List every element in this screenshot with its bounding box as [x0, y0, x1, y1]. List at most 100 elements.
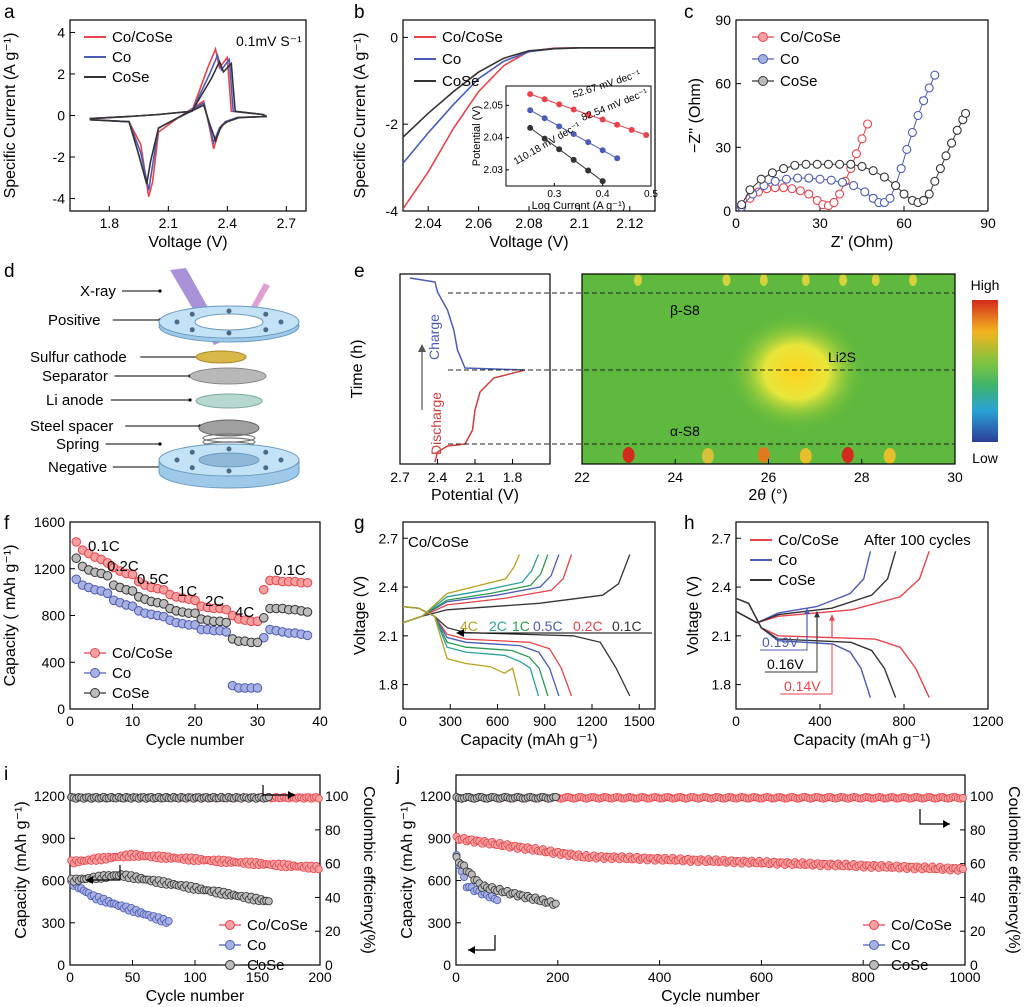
panel-e: 2.7 2.4 2.1 1.8 Potential (V) Time (h) Charge D…: [349, 273, 999, 504]
polarization-bracket: [765, 640, 818, 673]
data-point-co-cose: [127, 569, 138, 580]
y-tick-label: 0: [443, 957, 451, 973]
panel-label-d: d: [4, 261, 15, 282]
y-axis-label: Specific Current (A g⁻¹): [2, 33, 19, 199]
beta-s8-peak: [839, 274, 848, 286]
y-tick-label: 30: [715, 139, 731, 155]
legend-label: Co/CoSe: [442, 29, 503, 46]
x-tick-label: 40: [312, 713, 328, 729]
data-point: [849, 180, 859, 191]
legend-label: Co/CoSe: [778, 532, 839, 549]
panel-a: 1.8 2.1 2.4 2.7 -4 -2 0 2 4 Voltage (V) Specific C…: [2, 19, 307, 251]
leader-dot: [188, 398, 192, 402]
discharge-label: Discharge: [428, 392, 444, 455]
capacity-point-co: [493, 896, 502, 905]
y-tick-label: 1.8: [379, 677, 399, 693]
x-tick-label: 2.08: [515, 215, 542, 231]
y-tick-label: 600: [42, 873, 66, 889]
legend-marker: [758, 76, 768, 86]
data-point: [804, 173, 814, 183]
axis-pointer-arrow: [919, 809, 950, 825]
data-point: [851, 149, 861, 159]
y2-tick-label: 80: [970, 822, 986, 838]
axes-frame: [735, 19, 989, 212]
li2s-label: Li2S: [828, 349, 856, 365]
charge-label: Charge: [426, 314, 442, 360]
data-point: [837, 177, 847, 187]
panel-label-h: h: [684, 513, 695, 534]
discharge-curve-4C: [402, 605, 521, 697]
beta-s8-peak: [909, 274, 918, 286]
alpha-s8-peak: [701, 448, 714, 464]
legend-marker: [758, 32, 768, 42]
polarization-bracket: [780, 644, 833, 695]
panel-label-b: b: [354, 2, 365, 23]
inset-point: [643, 132, 650, 139]
data-point-co: [252, 683, 263, 693]
sulfur-cathode-disc: [195, 350, 247, 364]
component-label: Steel spacer: [30, 418, 113, 435]
data-point: [787, 184, 797, 194]
data-point-cose: [252, 637, 263, 648]
inset-point: [614, 155, 621, 162]
rate-label: 0.2C: [107, 558, 139, 575]
data-point: [879, 172, 889, 182]
charge-curve-2C: [402, 554, 540, 624]
data-point: [857, 134, 867, 144]
data-point-co-cose: [258, 584, 269, 595]
alpha-s8-label: α-S8: [670, 423, 700, 439]
x-tick-label: 100: [183, 969, 207, 985]
cycle-annotation: After 100 cycles: [864, 532, 971, 549]
data-point: [924, 189, 934, 199]
inset-point: [541, 135, 548, 142]
data-point: [930, 176, 940, 186]
data-point: [891, 180, 901, 191]
bolt-hole: [263, 449, 269, 455]
x-tick-label: 0: [732, 215, 740, 231]
x-axis-label: Cycle number: [661, 988, 760, 1005]
x-tick-label: 2.1: [570, 215, 590, 231]
data-point: [919, 195, 929, 205]
x-tick-label: 1.8: [100, 215, 120, 231]
x-tick-label: 22: [574, 469, 590, 485]
y-tick-label: 800: [42, 608, 66, 624]
legend-marker: [225, 940, 235, 950]
inset-y-axis-label: Potential (V): [471, 106, 483, 167]
x-tick-label: 400: [648, 969, 672, 985]
inset-x-tick-label: 0.5: [644, 189, 658, 200]
discharge-curve: [434, 369, 526, 463]
y-tick-label: 900: [428, 830, 452, 846]
x-tick-label: 150: [246, 969, 270, 985]
alpha-s8-peak: [622, 447, 635, 463]
data-point-cose: [71, 553, 82, 564]
inset-x-tick-label: 0.3: [547, 189, 561, 200]
data-point: [804, 189, 814, 199]
axis-pointer-arrow: [468, 935, 496, 951]
data-point: [952, 125, 962, 135]
bolt-hole: [226, 446, 232, 452]
legend-marker: [869, 940, 879, 950]
y-tick-label: 2.1: [379, 628, 399, 644]
data-point: [930, 70, 940, 80]
x-tick-label: 30: [812, 215, 828, 231]
x-axis-label: 2θ (°): [748, 487, 787, 504]
x-axis-label: Capacity (mAh g⁻¹): [793, 732, 930, 749]
panel-label-e: e: [354, 261, 365, 282]
inset-x-tick-label: 0.4: [596, 189, 610, 200]
x-tick-label: 800: [892, 713, 916, 729]
data-point-co-cose: [302, 577, 313, 588]
data-point: [745, 185, 755, 195]
rate-label: 0.1C: [612, 618, 642, 634]
charge-curve: [735, 551, 930, 624]
x-tick-label: 300: [439, 713, 463, 729]
component-label: Positive: [48, 312, 101, 329]
inset-point: [570, 106, 577, 113]
arrow-head: [468, 946, 475, 954]
y-axis-label: Capacity (mAh g⁻¹): [399, 801, 416, 938]
x-tick-label: 2.7: [390, 469, 410, 485]
y-axis-label: Voltage (V): [685, 576, 702, 655]
panel-g: 0 300 600 900 1200 1500 1.8 2.1 2.4 2.7 Capacity (…: [352, 521, 656, 749]
legend-label: Co: [778, 552, 797, 569]
axis-pointer-arrow: [86, 865, 121, 881]
panel-label-j: j: [395, 764, 400, 785]
